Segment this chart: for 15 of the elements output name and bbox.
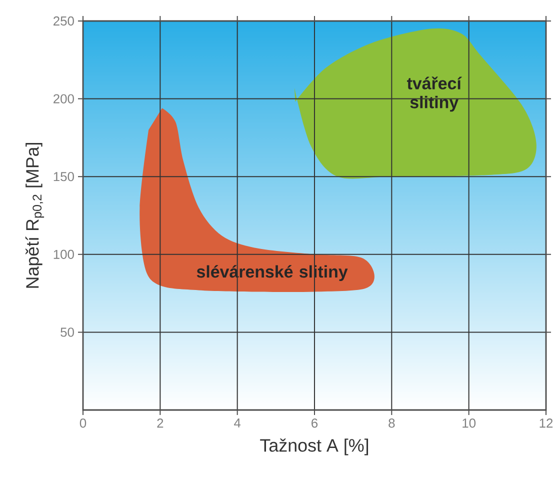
y-tick-label: 150	[54, 172, 74, 182]
y-tick-label: 50	[60, 328, 74, 337]
x-tick-label: 6	[312, 418, 318, 428]
series-label: tvářecí slitiny	[407, 76, 462, 112]
x-axis-title: Tažnost A [%]	[260, 438, 368, 456]
x-tick-label: 4	[234, 418, 241, 428]
y-tick-label: 200	[54, 94, 74, 104]
x-tick-label: 0	[80, 418, 86, 428]
y-tick-label: 100	[54, 250, 74, 259]
y-tick-label: 250	[54, 16, 74, 26]
x-tick-label: 2	[157, 418, 164, 428]
y-axis-title: Napětí R$_{p0,2}$ [MPa]	[25, 143, 44, 288]
x-tick-label: 10	[462, 418, 476, 428]
x-tick-label: 12	[540, 418, 553, 428]
x-tick-label: 8	[388, 418, 395, 428]
